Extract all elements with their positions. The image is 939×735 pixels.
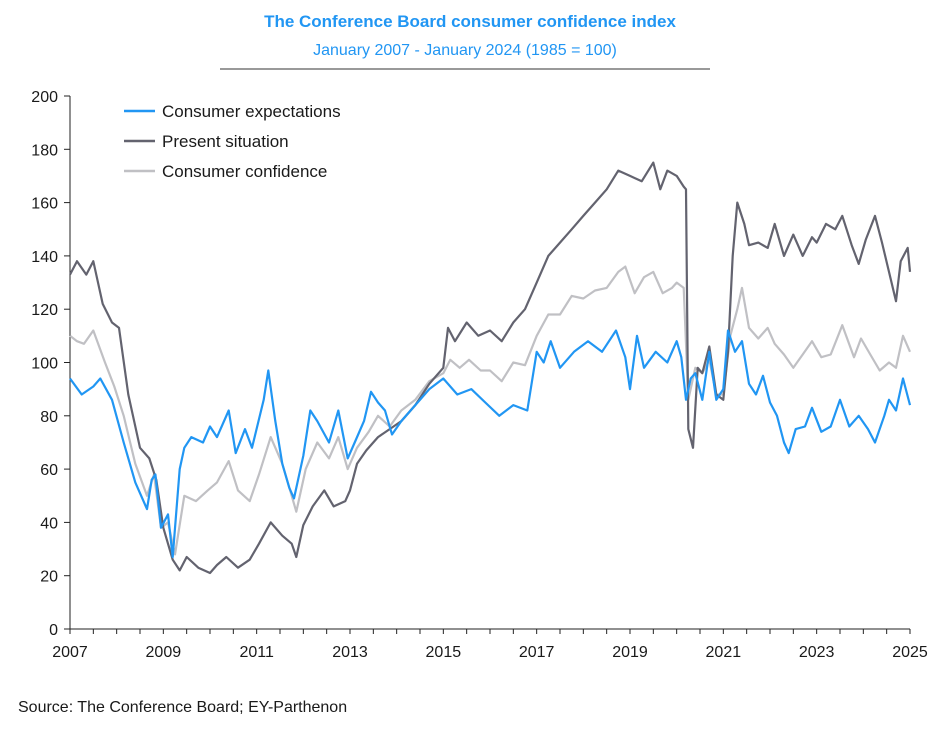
series-line-consumer-expectations bbox=[69, 329, 912, 559]
y-tick-label: 120 bbox=[31, 302, 58, 319]
x-tick-label: 2025 bbox=[892, 644, 928, 661]
y-tick-label: 80 bbox=[40, 409, 58, 426]
y-tick-label: 160 bbox=[31, 196, 58, 213]
series-layer bbox=[69, 161, 912, 575]
y-tick-label: 0 bbox=[49, 622, 58, 639]
legend: Consumer expectations Present situation Co… bbox=[124, 102, 341, 181]
series-line-consumer-confidence bbox=[69, 265, 912, 556]
y-tick-label: 180 bbox=[31, 142, 58, 159]
chart-title: The Conference Board consumer confidence… bbox=[264, 12, 676, 31]
y-tick-label: 200 bbox=[31, 89, 58, 106]
y-tick-label: 40 bbox=[40, 515, 58, 532]
y-tick-label: 60 bbox=[40, 462, 58, 479]
x-tick-label: 2017 bbox=[519, 644, 555, 661]
legend-label-consumer-expectations: Consumer expectations bbox=[162, 102, 341, 121]
x-tick-label: 2009 bbox=[146, 644, 182, 661]
y-tick-label: 20 bbox=[40, 569, 58, 586]
x-tick-label: 2015 bbox=[426, 644, 462, 661]
source-note: Source: The Conference Board; EY-Parthen… bbox=[18, 699, 347, 716]
x-tick-label: 2021 bbox=[706, 644, 742, 661]
x-tick-label: 2011 bbox=[239, 644, 274, 661]
chart-subtitle: January 2007 - January 2024 (1985 = 100) bbox=[313, 42, 617, 59]
x-tick-label: 2019 bbox=[612, 644, 648, 661]
y-tick-label: 140 bbox=[31, 249, 58, 266]
series-line-present-situation bbox=[69, 161, 912, 575]
legend-label-present-situation: Present situation bbox=[162, 132, 289, 151]
axes: 0 20 40 60 80 100 120 140 160 180 200 2007 2009 2011 2… bbox=[31, 89, 928, 661]
y-tick-label: 100 bbox=[31, 356, 58, 373]
x-tick-label: 2007 bbox=[52, 644, 88, 661]
x-tick-label: 2013 bbox=[332, 644, 368, 661]
legend-label-consumer-confidence: Consumer confidence bbox=[162, 162, 327, 181]
x-tick-label: 2023 bbox=[799, 644, 835, 661]
